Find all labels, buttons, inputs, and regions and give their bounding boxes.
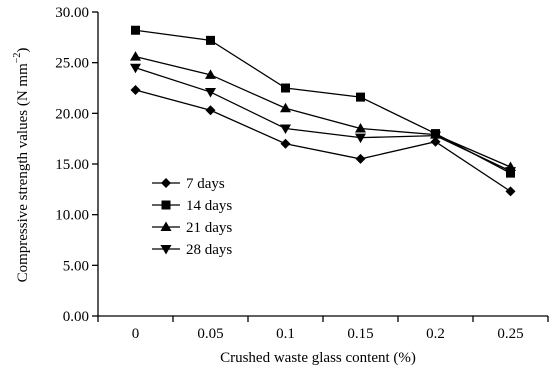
series-layer — [130, 25, 516, 197]
series-21-days — [130, 51, 516, 172]
data-point — [130, 51, 141, 61]
legend-item: 14 days — [152, 198, 232, 214]
legend-label: 21 days — [186, 220, 232, 236]
y-tick-label: 30.00 — [55, 5, 89, 21]
data-point — [430, 131, 441, 142]
legend: 7 days 14 days 21 days 28 days — [152, 176, 232, 258]
data-point — [355, 133, 366, 144]
axes: 0.00 5.00 10.00 15.00 20.00 25.00 30.00 0 0.05 0.… — [55, 5, 549, 342]
x-tick-label: 0.2 — [426, 326, 445, 342]
y-tick-label: 25.00 — [55, 56, 89, 72]
series-line — [135, 67, 511, 172]
data-point — [205, 69, 216, 79]
data-point — [205, 105, 216, 116]
legend-marker — [161, 178, 171, 188]
data-point — [280, 102, 291, 113]
y-tick-label: 15.00 — [55, 157, 89, 173]
legend-label: 28 days — [186, 242, 232, 258]
x-tick-label: 0 — [132, 326, 140, 342]
data-point — [280, 124, 291, 135]
data-point — [430, 136, 441, 147]
x-tick-label: 0.25 — [497, 326, 523, 342]
data-point — [130, 85, 141, 96]
legend-marker — [161, 200, 171, 210]
series-7-days — [130, 85, 516, 197]
legend-item: 28 days — [152, 242, 232, 258]
series-28-days — [130, 63, 516, 177]
y-tick-label: 20.00 — [55, 106, 89, 122]
x-axis-title: Crushed waste glass content (%) — [220, 350, 416, 366]
legend-marker — [160, 221, 172, 231]
series-line — [135, 89, 511, 192]
data-point — [131, 25, 140, 35]
y-tick-label: 10.00 — [55, 208, 89, 224]
data-point — [281, 83, 290, 93]
x-tick-label: 0.15 — [347, 326, 373, 342]
legend-item: 21 days — [152, 220, 232, 236]
data-point — [206, 35, 215, 45]
data-point — [130, 63, 141, 74]
legend-label: 7 days — [186, 176, 225, 192]
x-tick-label: 0.1 — [276, 326, 295, 342]
legend-marker — [160, 245, 172, 255]
data-point — [205, 88, 216, 98]
legend-item: 7 days — [152, 176, 225, 192]
y-axis-title: Compressive strength values (N mm−2) — [12, 48, 31, 283]
y-tick-label: 5.00 — [63, 258, 89, 274]
data-point — [505, 167, 516, 177]
series-14-days — [131, 25, 515, 178]
data-point — [356, 92, 365, 102]
data-point — [505, 186, 516, 197]
legend-label: 14 days — [186, 198, 232, 214]
y-tick-label: 0.00 — [63, 309, 89, 325]
x-tick-label: 0.05 — [197, 326, 223, 342]
series-line — [135, 55, 511, 168]
data-point — [355, 153, 366, 164]
data-point — [355, 123, 366, 133]
data-point — [280, 138, 291, 149]
